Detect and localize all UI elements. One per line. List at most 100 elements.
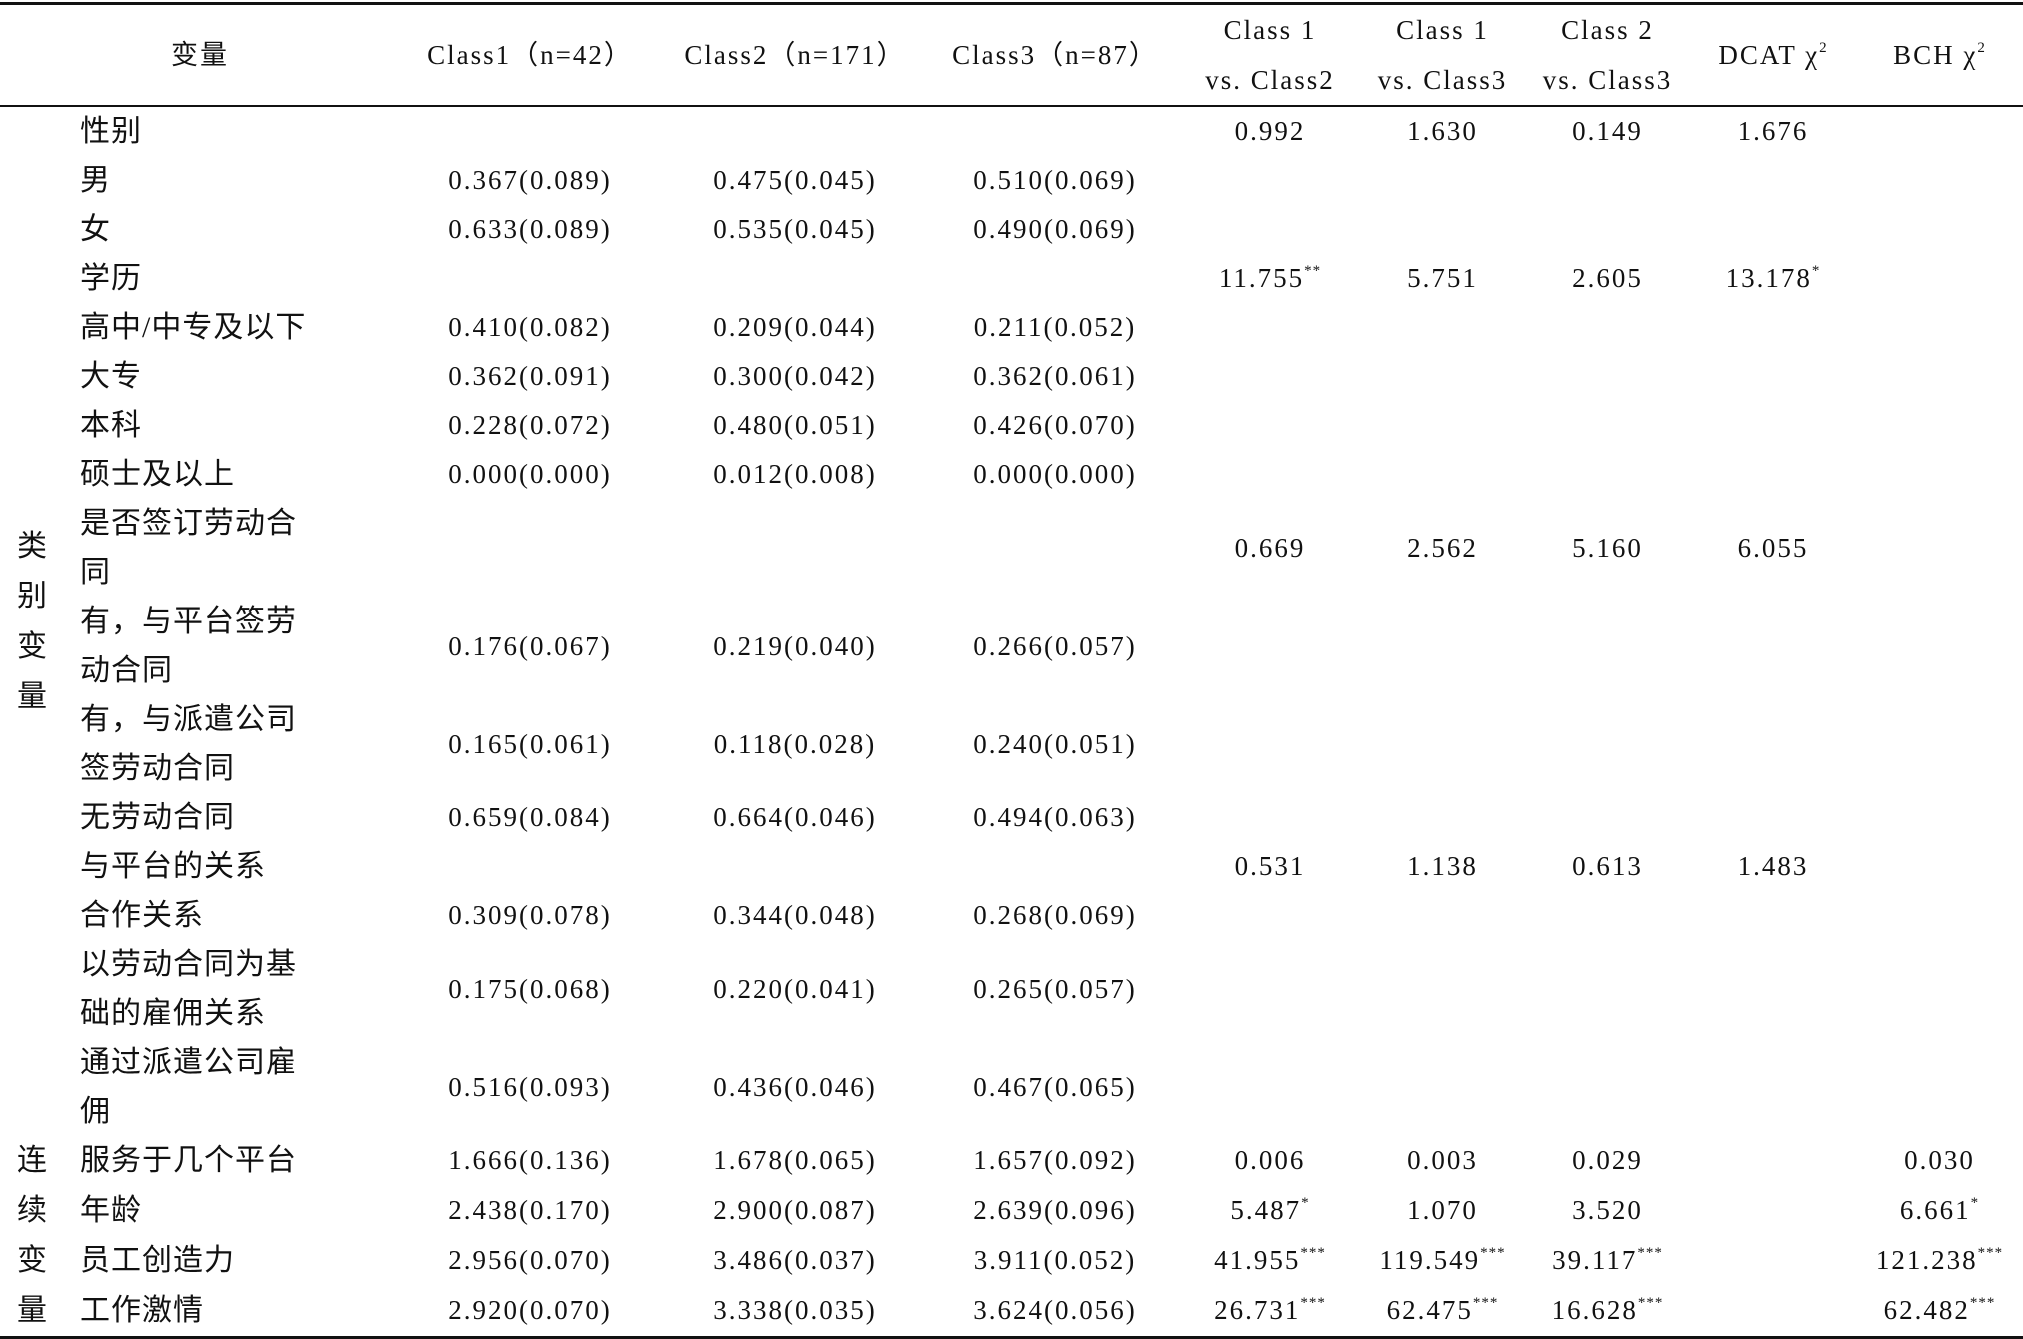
cell-text: 0.992: [1234, 116, 1306, 146]
data-cell: [1690, 303, 1856, 352]
data-cell: [930, 106, 1180, 156]
table-row: 是否签订劳动合同 0.669 2.562 5.160 6.055: [0, 499, 2023, 597]
cell-text: Class1（n=42）: [427, 40, 633, 70]
data-cell: [1525, 940, 1690, 1038]
data-cell: [1360, 303, 1525, 352]
cell-text: 0.367(0.089): [448, 165, 612, 195]
table-row: 男 0.367(0.089) 0.475(0.045) 0.510(0.069): [0, 156, 2023, 205]
cell-text: Class3（n=87）: [952, 40, 1158, 70]
data-cell: [1690, 695, 1856, 793]
table-row: 有，与平台签劳动合同 0.176(0.067) 0.219(0.040) 0.266(…: [0, 597, 2023, 695]
table-row: 员工创造力 2.956(0.070) 3.486(0.037) 3.911(0.052…: [0, 1236, 2023, 1286]
data-cell: [1856, 940, 2023, 1038]
data-cell: 6.055: [1690, 499, 1856, 597]
data-cell: [1180, 450, 1360, 499]
data-cell: [660, 499, 930, 597]
cell-text: 0.000(0.000): [973, 459, 1137, 489]
row-label: 通过派遣公司雇佣: [80, 1046, 297, 1128]
data-cell: [1180, 891, 1360, 940]
superscript: ***: [1300, 1295, 1326, 1312]
data-cell: 2.900(0.087): [660, 1186, 930, 1236]
cell-text: 5.487: [1230, 1195, 1302, 1226]
header-cell: Class1（n=42）: [400, 3, 660, 107]
cell-text: 变量: [171, 40, 229, 70]
data-cell: 1.657(0.092): [930, 1136, 1180, 1186]
cell-text: 0.490(0.069): [973, 214, 1137, 244]
data-cell: 0.211(0.052): [930, 303, 1180, 352]
data-cell: [1180, 695, 1360, 793]
data-cell: [930, 842, 1180, 891]
data-cell: [400, 842, 660, 891]
cell-text: 1.657(0.092): [973, 1145, 1137, 1176]
row-label: 服务于几个平台: [80, 1144, 297, 1178]
data-cell: [1690, 205, 1856, 254]
data-cell: 0.535(0.045): [660, 205, 930, 254]
data-cell: [1525, 891, 1690, 940]
data-cell: [1856, 499, 2023, 597]
data-cell: [1690, 1038, 1856, 1136]
cell-text: 3.624(0.056): [973, 1295, 1137, 1326]
data-cell: 5.487*: [1180, 1186, 1360, 1236]
cell-text: 0.613: [1572, 851, 1643, 881]
row-label: 有，与派遣公司签劳动合同: [80, 703, 297, 785]
data-cell: 1.678(0.065): [660, 1136, 930, 1186]
cell-text: 0.669: [1234, 532, 1306, 563]
data-cell: [400, 499, 660, 597]
cell-text: 0.480(0.051): [713, 410, 877, 440]
cell-text: 2.562: [1407, 532, 1478, 563]
row-label: 合作关系: [80, 899, 204, 932]
superscript: *: [1811, 263, 1821, 279]
data-cell: 121.238***: [1856, 1236, 2023, 1286]
cell-text: 0.309(0.078): [448, 900, 612, 930]
superscript: ***: [1480, 1245, 1506, 1262]
table-row: 无劳动合同 0.659(0.084) 0.664(0.046) 0.494(0.063…: [0, 793, 2023, 842]
data-cell: 0.362(0.091): [400, 352, 660, 401]
row-label: 女: [80, 213, 111, 246]
cell-text: 0.664(0.046): [713, 802, 877, 832]
data-cell: [1690, 793, 1856, 842]
cell-text: 3.486(0.037): [713, 1245, 877, 1276]
data-cell: 0.175(0.068): [400, 940, 660, 1038]
data-cell: 0.000(0.000): [930, 450, 1180, 499]
table-row: 女 0.633(0.089) 0.535(0.045) 0.490(0.069): [0, 205, 2023, 254]
group-label: 连续变量: [17, 1144, 49, 1327]
data-cell: [660, 106, 930, 156]
data-cell: 2.639(0.096): [930, 1186, 1180, 1236]
data-cell: 11.755**: [1180, 254, 1360, 303]
cell-text: 0.220(0.041): [713, 973, 877, 1004]
data-cell: [1360, 352, 1525, 401]
data-cell: 0.436(0.046): [660, 1038, 930, 1136]
table-row: 学历 11.755** 5.751 2.605 13.178*: [0, 254, 2023, 303]
table-row: 与平台的关系 0.531 1.138 0.613 1.483: [0, 842, 2023, 891]
data-cell: [1856, 695, 2023, 793]
data-cell: 2.920(0.070): [400, 1286, 660, 1338]
data-cell: [660, 254, 930, 303]
data-cell: [1690, 401, 1856, 450]
cell-line: Class 1: [1396, 15, 1489, 45]
cell-text: 0.475(0.045): [713, 165, 877, 195]
data-cell: [1690, 597, 1856, 695]
data-cell: [930, 254, 1180, 303]
data-cell: 13.178*: [1690, 254, 1856, 303]
data-cell: 6.661*: [1856, 1186, 2023, 1236]
data-cell: [1360, 205, 1525, 254]
table-row: 通过派遣公司雇佣 0.516(0.093) 0.436(0.046) 0.467(0.…: [0, 1038, 2023, 1136]
data-cell: 0.006: [1180, 1136, 1360, 1186]
data-cell: 0.490(0.069): [930, 205, 1180, 254]
row-label: 性别: [80, 115, 142, 148]
row-label: 员工创造力: [80, 1244, 235, 1278]
cell-line: vs. Class3: [1377, 65, 1508, 95]
row-label: 高中/中专及以下: [80, 311, 307, 344]
cell-text: 1.483: [1737, 851, 1809, 881]
cell-text: 0.029: [1572, 1145, 1643, 1176]
cell-line: vs. Class2: [1205, 65, 1335, 95]
data-cell: 0.209(0.044): [660, 303, 930, 352]
data-cell: 0.149: [1525, 106, 1690, 156]
data-cell: 0.426(0.070): [930, 401, 1180, 450]
table-row: 硕士及以上 0.000(0.000) 0.012(0.008) 0.000(0.000…: [0, 450, 2023, 499]
cell-text: 0.030: [1904, 1145, 1975, 1176]
row-label: 硕士及以上: [80, 458, 235, 491]
cell-text: 0.266(0.057): [973, 630, 1137, 661]
header-cell: 变量: [0, 3, 400, 107]
